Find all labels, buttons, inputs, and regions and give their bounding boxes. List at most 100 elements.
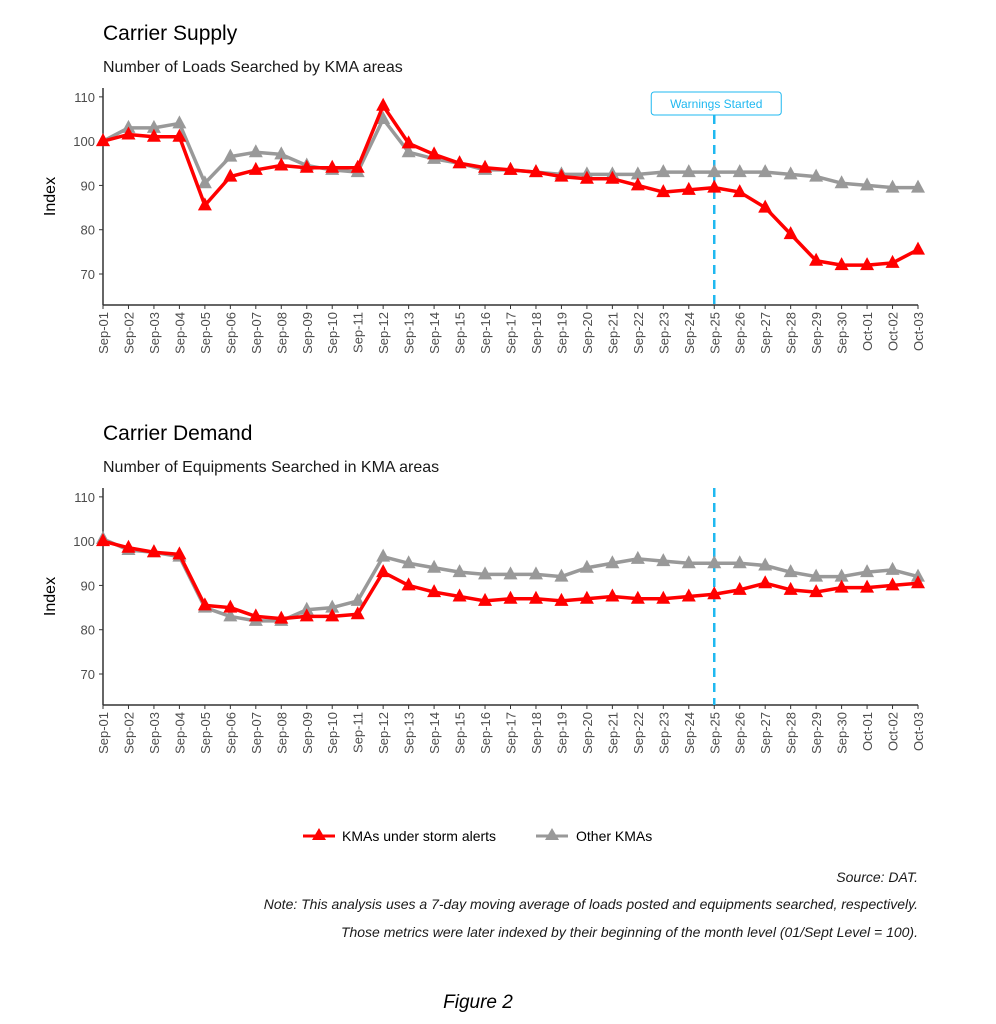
data-point-storm bbox=[579, 170, 594, 184]
data-point-other bbox=[223, 608, 238, 622]
data-point-other bbox=[197, 175, 212, 189]
data-point-storm bbox=[834, 257, 849, 271]
x-tick-label: Sep-23 bbox=[656, 712, 671, 754]
data-point-storm bbox=[401, 135, 416, 149]
x-tick-label: Sep-04 bbox=[172, 312, 187, 354]
x-tick-label: Sep-18 bbox=[529, 312, 544, 354]
data-point-storm bbox=[96, 133, 110, 147]
data-point-storm bbox=[885, 254, 900, 268]
source-note: Source: DAT. bbox=[836, 869, 918, 885]
data-point-storm bbox=[299, 608, 314, 622]
data-point-storm bbox=[503, 590, 518, 604]
x-tick-label: Sep-02 bbox=[121, 712, 136, 754]
data-point-other bbox=[427, 559, 442, 573]
y-axis-label: Index bbox=[42, 577, 59, 616]
data-point-other bbox=[503, 566, 518, 580]
data-point-storm bbox=[656, 590, 671, 604]
data-point-storm bbox=[605, 170, 620, 184]
chart-title-demand: Carrier Demand bbox=[103, 422, 252, 445]
data-point-storm bbox=[528, 164, 543, 178]
x-tick-label: Sep-08 bbox=[274, 312, 289, 354]
data-point-other bbox=[325, 599, 340, 613]
x-tick-label: Sep-22 bbox=[631, 312, 646, 354]
x-tick-label: Sep-25 bbox=[707, 712, 722, 754]
data-point-storm bbox=[707, 586, 722, 600]
panel-0: 70 80 90 100 110 Index Sep-01 Sep-02 Sep-03 Sep-0… bbox=[42, 88, 926, 354]
panel-1: 70 80 90 100 110 Index Sep-01 Sep-02 Sep-03 Sep-0… bbox=[42, 488, 926, 754]
x-tick-label: Oct-03 bbox=[911, 712, 926, 751]
x-tick-label: Sep-28 bbox=[784, 312, 799, 354]
data-point-other bbox=[401, 144, 416, 158]
x-tick-label: Sep-21 bbox=[605, 712, 620, 754]
data-point-storm bbox=[758, 575, 773, 589]
x-tick-label: Sep-20 bbox=[580, 312, 595, 354]
data-point-storm bbox=[630, 590, 645, 604]
data-point-other bbox=[911, 568, 925, 582]
chart-subtitle-supply: Number of Loads Searched by KMA areas bbox=[103, 59, 403, 76]
data-point-other bbox=[809, 168, 824, 182]
data-point-storm bbox=[172, 546, 187, 560]
data-point-other bbox=[376, 111, 391, 124]
data-point-storm bbox=[732, 184, 747, 198]
series-line-storm bbox=[102, 539, 919, 621]
data-point-storm bbox=[223, 599, 238, 613]
data-point-other bbox=[121, 119, 136, 133]
x-tick-label: Sep-11 bbox=[351, 312, 366, 353]
y-tick-label: 80 bbox=[81, 623, 95, 638]
data-point-storm bbox=[732, 581, 747, 595]
data-point-storm bbox=[452, 155, 467, 169]
chart-subtitle-demand: Number of Equipments Searched in KMA are… bbox=[103, 459, 439, 476]
data-point-other bbox=[223, 148, 238, 162]
x-tick-label: Sep-19 bbox=[554, 312, 569, 354]
data-point-storm bbox=[809, 252, 824, 266]
method-note-2: Those metrics were later indexed by thei… bbox=[341, 924, 918, 940]
data-point-other bbox=[274, 146, 289, 160]
data-point-other bbox=[911, 179, 925, 193]
x-tick-label: Sep-03 bbox=[147, 712, 162, 754]
x-tick-label: Sep-27 bbox=[758, 712, 773, 754]
x-tick-label: Sep-10 bbox=[325, 712, 340, 754]
x-tick-label: Sep-24 bbox=[682, 312, 697, 354]
data-point-storm bbox=[197, 197, 212, 211]
method-note-1: Note: This analysis uses a 7-day moving … bbox=[264, 896, 918, 912]
data-point-other bbox=[758, 164, 773, 178]
x-tick-label: Sep-12 bbox=[376, 312, 391, 354]
series-line-storm bbox=[102, 103, 919, 267]
x-tick-label: Sep-04 bbox=[172, 712, 187, 754]
x-tick-label: Sep-06 bbox=[223, 712, 238, 754]
data-point-storm bbox=[223, 168, 238, 182]
data-point-storm bbox=[885, 577, 900, 591]
data-point-storm bbox=[911, 575, 925, 589]
data-point-other bbox=[350, 592, 365, 606]
data-point-other bbox=[376, 548, 391, 562]
x-tick-label: Sep-13 bbox=[402, 712, 417, 754]
data-point-storm bbox=[860, 257, 875, 271]
x-tick-label: Sep-24 bbox=[682, 712, 697, 754]
x-tick-label: Oct-02 bbox=[886, 712, 901, 751]
data-point-other bbox=[707, 555, 722, 569]
data-point-other bbox=[528, 566, 543, 580]
warning-label: Warnings Started bbox=[670, 97, 762, 111]
data-point-other bbox=[834, 175, 849, 189]
data-point-storm bbox=[478, 159, 493, 173]
data-point-storm bbox=[478, 592, 493, 606]
data-point-other bbox=[809, 568, 824, 582]
data-point-storm bbox=[274, 610, 289, 624]
data-point-storm bbox=[350, 159, 365, 173]
data-point-other bbox=[630, 166, 645, 180]
data-point-storm bbox=[860, 579, 875, 593]
x-tick-label: Oct-02 bbox=[886, 312, 901, 351]
data-point-storm bbox=[681, 181, 696, 195]
y-tick-label: 70 bbox=[81, 667, 95, 682]
x-tick-label: Sep-05 bbox=[198, 312, 213, 354]
x-tick-label: Sep-19 bbox=[554, 712, 569, 754]
data-point-storm bbox=[325, 608, 340, 622]
x-tick-label: Sep-20 bbox=[580, 712, 595, 754]
data-point-storm bbox=[783, 581, 798, 595]
x-tick-label: Sep-09 bbox=[300, 712, 315, 754]
data-point-storm bbox=[376, 97, 391, 111]
data-point-other bbox=[401, 555, 416, 569]
x-tick-label: Sep-11 bbox=[351, 712, 366, 753]
x-tick-label: Sep-30 bbox=[835, 312, 850, 354]
